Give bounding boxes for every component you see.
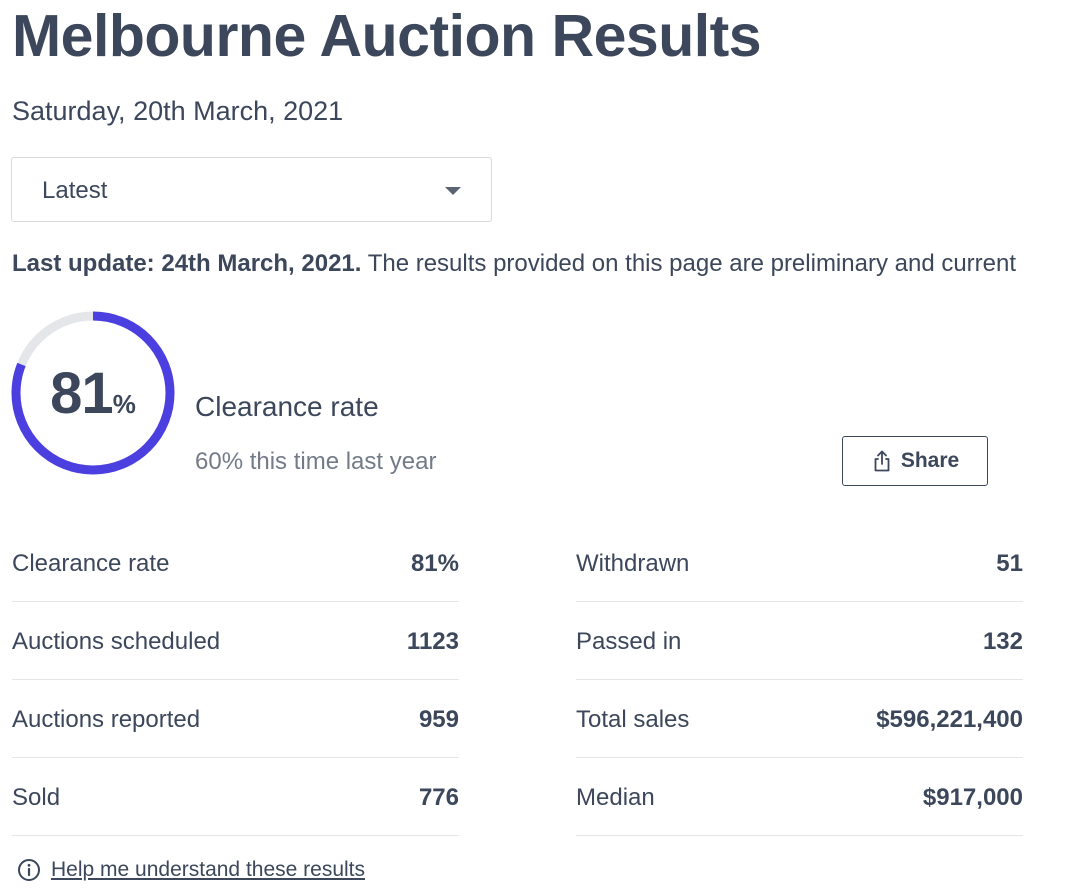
last-update-notice: Last update: 24th March, 2021. The resul… <box>12 250 1016 278</box>
share-button[interactable]: Share <box>842 436 988 486</box>
gauge-progress <box>11 311 175 475</box>
page-title: Melbourne Auction Results <box>12 3 762 69</box>
clearance-rate-label: Clearance rate <box>195 391 379 422</box>
clearance-rate-gauge: 81% <box>10 310 176 476</box>
gauge-unit: % <box>112 389 136 419</box>
stat-value: 81% <box>410 549 459 577</box>
help-link[interactable]: Help me understand these results <box>17 858 365 882</box>
stat-value: 959 <box>418 705 459 733</box>
stat-value: 1123 <box>406 627 459 655</box>
stat-label: Clearance rate <box>12 549 170 577</box>
stat-value: 51 <box>996 549 1023 577</box>
info-icon <box>17 858 41 882</box>
clearance-rate-comparison: 60% this time last year <box>195 448 437 475</box>
stat-label: Passed in <box>576 627 682 655</box>
stat-label: Auctions reported <box>12 705 201 733</box>
stat-row-auctions-scheduled: Auctions scheduled 1123 <box>12 602 459 680</box>
stat-row-passed-in: Passed in 132 <box>576 602 1023 680</box>
period-select[interactable]: Latest <box>11 157 492 222</box>
stat-row-median: Median $917,000 <box>576 758 1023 836</box>
stat-label: Auctions scheduled <box>12 627 221 655</box>
share-button-label: Share <box>900 449 960 472</box>
stat-label: Total sales <box>576 705 690 733</box>
help-link-text[interactable]: Help me understand these results <box>51 858 366 881</box>
stat-row-total-sales: Total sales $596,221,400 <box>576 680 1023 758</box>
period-select-value: Latest <box>42 177 108 204</box>
stat-row-sold: Sold 776 <box>12 758 459 836</box>
share-icon <box>871 449 893 473</box>
last-update-date: Last update: 24th March, 2021. <box>12 250 362 277</box>
stat-row-withdrawn: Withdrawn 51 <box>576 524 1023 602</box>
stat-label: Median <box>576 783 655 811</box>
gauge-value: 81% <box>10 360 176 427</box>
chevron-down-icon <box>445 187 461 195</box>
stat-value: $596,221,400 <box>876 705 1023 733</box>
stat-row-auctions-reported: Auctions reported 959 <box>12 680 459 758</box>
stats-column-right: Withdrawn 51 Passed in 132 Total sales $… <box>576 524 1023 836</box>
stat-value: $917,000 <box>922 783 1023 811</box>
last-update-text: The results provided on this page are pr… <box>361 250 1017 277</box>
results-date: Saturday, 20th March, 2021 <box>12 96 344 126</box>
stat-value: 776 <box>418 783 459 811</box>
stat-value: 132 <box>982 627 1023 655</box>
gauge-ring <box>11 311 175 475</box>
stat-row-clearance-rate: Clearance rate 81% <box>12 524 459 602</box>
stat-label: Withdrawn <box>576 549 690 577</box>
stats-column-left: Clearance rate 81% Auctions scheduled 11… <box>12 524 459 836</box>
gauge-number: 81 <box>50 361 114 426</box>
stat-label: Sold <box>12 783 61 811</box>
